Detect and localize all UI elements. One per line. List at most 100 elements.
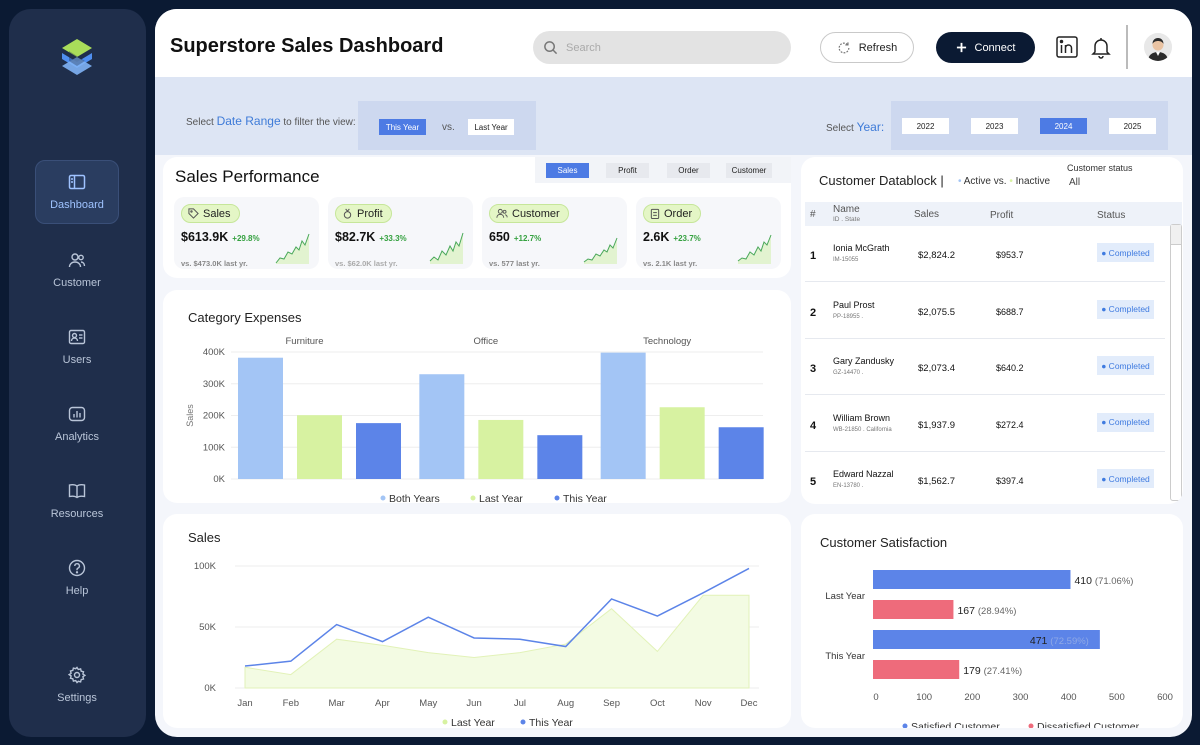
line-series [244,567,750,667]
plus-icon [956,42,966,53]
sales-performance-card: Sales Performance Sales Profit Order Cus… [163,157,791,278]
y-tick-label: 200K [203,411,226,422]
sidebar-item-label: Analytics [54,431,100,443]
tab-customer[interactable]: Customer [726,163,772,178]
y-tick-label: 0K [213,474,225,485]
customer-id: PP-18955 . [833,313,864,320]
data-label: 179 (27.41%) [963,665,1022,677]
category-expenses-chart: 400K 300K 200K 100K 0K Sales Furniture Office Te… [185,336,764,503]
kpi-label: Sales [203,207,231,220]
table-row[interactable]: 3 Gary Zandusky GZ-14470 . $2,073.4 $640.2 ● … [805,339,1165,395]
customer-datablock-title: Customer Datablock | [819,173,944,188]
row-profit: $688.7 [996,306,1024,317]
data-percent: (72.59%) [1050,636,1089,647]
customer-icon [68,253,86,268]
metric-tabs: Sales Profit Order Customer [535,157,791,183]
sidebar-item-help[interactable]: Help [35,546,119,610]
sidebar-item-customer[interactable]: Customer [35,238,119,302]
linkedin-icon[interactable] [1056,36,1078,58]
legend-label: Dissatisfied Customer [1037,721,1140,728]
table-row[interactable]: 1 Ionia McGrath IM-15055 $2,824.2 $953.7 ● Co… [805,226,1165,282]
tab-order[interactable]: Order [667,163,710,178]
tab-sales[interactable]: Sales [546,163,589,178]
sidebar-item-settings[interactable]: Settings [35,653,119,717]
row-profit: $953.7 [996,250,1024,260]
kpi-label: Order [664,207,693,220]
search-input[interactable] [566,41,766,54]
refresh-icon [838,41,850,53]
search-box[interactable] [533,31,791,64]
connect-label: Connect [974,41,1016,54]
sparkline [275,233,310,264]
x-tick-label: Jun [466,698,481,709]
data-label: 410 (71.06%) [1074,575,1133,587]
refresh-label: Refresh [858,41,898,54]
sidebar-item-analytics[interactable]: Analytics [35,392,119,456]
kpi-card-order: Order 2.6K +23.7% vs. 2.1K last yr. [636,197,781,269]
table-row[interactable]: 4 William Brown WB-21850 . California $1,93… [805,396,1165,452]
y-tick-label: 0K [204,683,216,694]
bar [537,435,583,479]
year-chip-2024[interactable]: 2024 [1040,118,1087,134]
sidebar-item-resources[interactable]: Resources [35,469,119,533]
sidebar-item-dashboard[interactable]: Dashboard [35,160,119,224]
sparkline [429,232,464,264]
book-icon [68,484,86,499]
last-year-chip[interactable]: Last Year [468,119,514,135]
x-tick-label: Feb [283,698,299,709]
medal-icon [343,208,352,219]
col-sales: Sales [914,209,940,220]
users-icon [68,329,86,345]
table-header: # Name ID . State Sales Profit Status [805,202,1182,226]
year-chip-2023[interactable]: 2023 [971,118,1018,134]
bell-icon[interactable] [1089,35,1113,59]
scrollbar-thumb[interactable] [1171,225,1181,245]
x-tick-label: Oct [650,698,665,709]
col-profit: Profit [990,210,1014,221]
status-badge: ● Completed [1097,299,1154,319]
row-number: 1 [810,250,817,262]
date-range-label: Select Date Range to filter the view: [186,115,356,129]
row-sales: $2,075.5 [918,306,955,318]
y-tick-label: 100K [194,561,217,572]
bar [873,600,954,619]
legend-marker [470,495,476,501]
x-tick-label: 400 [1061,692,1077,703]
date-suffix-text: to filter the view: [283,117,356,128]
sidebar-item-label: Customer [53,277,101,289]
sidebar: Dashboard Customer Users Analytics Resou… [9,9,146,737]
kpi-value: 650 +12.7% [489,230,541,244]
active-inactive-legend: • Active vs. • Inactive [958,176,1050,187]
year-prefix-text: Select [826,123,854,134]
table-row[interactable]: 5 Edward Nazzal EN-13780 . $1,562.7 $397.4 ● … [805,452,1165,504]
category-label: This Year [825,651,865,662]
bar [718,427,764,479]
x-tick-label: 100 [916,692,932,703]
sidebar-item-label: Dashboard [50,199,104,211]
this-year-chip[interactable]: This Year [379,119,426,135]
connect-button[interactable]: Connect [936,32,1035,63]
table-row[interactable]: 2 Paul Prost PP-18955 . $2,075.5 $688.7 ● Com… [805,283,1165,339]
customer-status-select[interactable]: All [1069,177,1081,188]
sidebar-item-users[interactable]: Users [35,315,119,379]
year-link[interactable]: Year: [856,120,885,134]
customer-id: WB-21850 . California [833,426,892,433]
x-tick-label: 300 [1013,692,1029,703]
avatar[interactable] [1144,33,1172,61]
group-label: Furniture [285,336,323,347]
date-range-link[interactable]: Date Range [216,114,281,128]
sidebar-item-label: Users [62,354,92,366]
category-label: Last Year [825,591,865,602]
row-sales: $2,073.4 [918,363,955,374]
refresh-button[interactable]: Refresh [820,32,914,63]
tab-profit[interactable]: Profit [606,163,649,178]
data-value: 410 [1074,575,1094,587]
kpi-label: Customer [512,207,560,220]
table-scrollbar[interactable] [1170,224,1182,501]
legend-label: Last Year [451,717,495,728]
row-number: 2 [810,306,817,319]
kpi-value: $613.9K +29.8% [181,230,260,244]
row-profit: $640.2 [996,363,1024,373]
year-chip-2022[interactable]: 2022 [902,118,949,134]
year-chip-2025[interactable]: 2025 [1109,118,1156,134]
